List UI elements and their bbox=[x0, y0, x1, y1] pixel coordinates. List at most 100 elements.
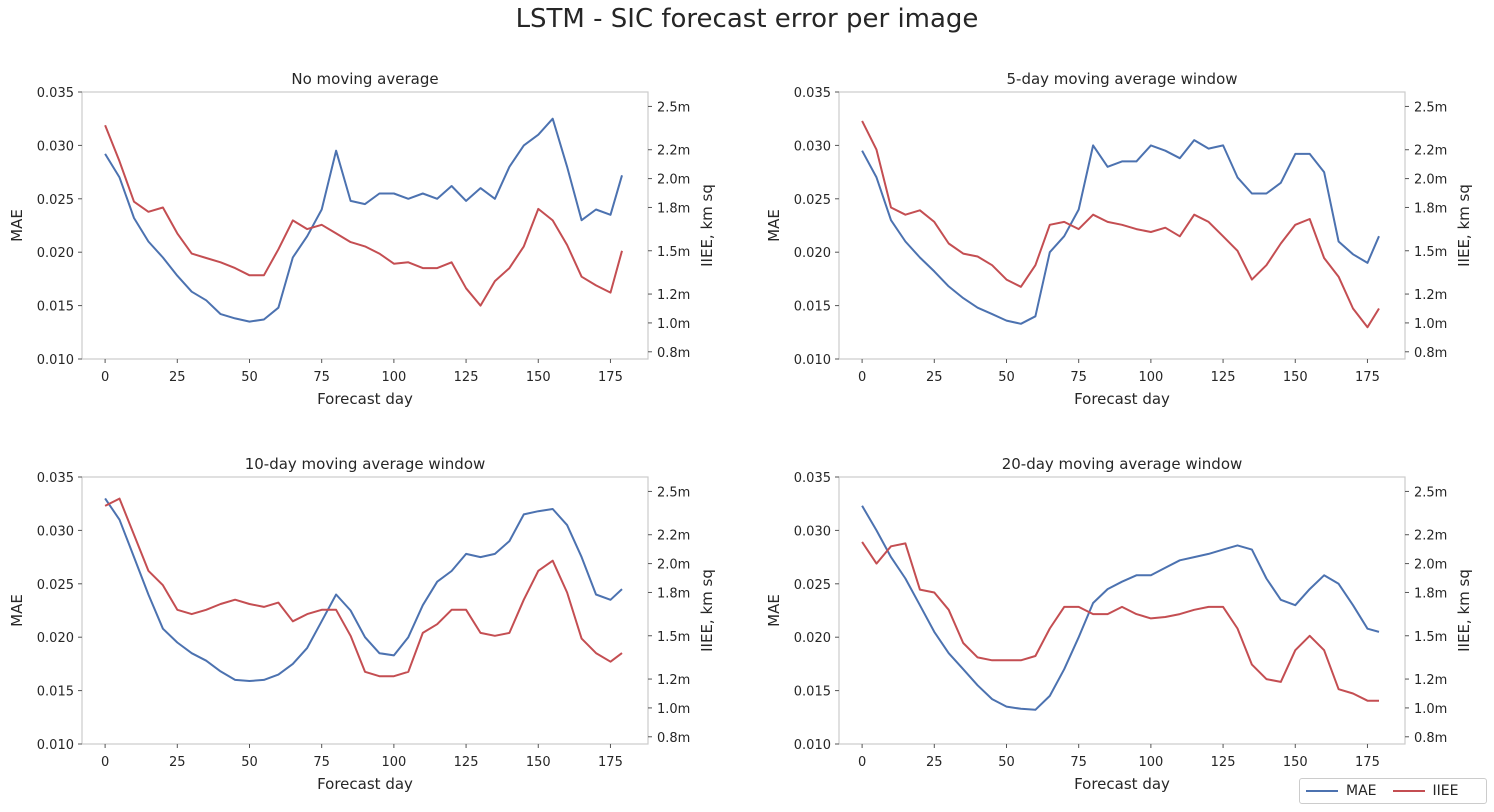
chart-panel-1: No moving average 0 25 50 75 100 125 150 175 Fore… bbox=[8, 70, 716, 408]
legend-line-mae bbox=[1306, 790, 1338, 792]
y2-tick-label: 2.0m bbox=[657, 558, 690, 573]
y2-tick-label: 0.8m bbox=[657, 731, 690, 746]
y2-tick-label: 2.5m bbox=[1414, 100, 1447, 115]
y-axis-label: MAE bbox=[765, 209, 783, 242]
chart-panel-3: 10-day moving average window 0 25 50 75 100 12… bbox=[8, 455, 716, 793]
y-tick-label: 0.030 bbox=[794, 524, 831, 539]
x-axis-label: Forecast day bbox=[1074, 775, 1170, 793]
y2-tick-label: 1.8m bbox=[657, 586, 690, 601]
series-line-iiee bbox=[104, 124, 623, 307]
x-axis-label: Forecast day bbox=[1074, 390, 1170, 408]
legend-label-mae: MAE bbox=[1346, 783, 1377, 799]
y2-tick-label: 1.8m bbox=[657, 201, 690, 216]
y2-tick-label: 1.5m bbox=[657, 245, 690, 260]
x-axis-label: Forecast day bbox=[317, 775, 413, 793]
x-tick-label: 50 bbox=[241, 370, 258, 385]
x-tick-label: 125 bbox=[1211, 755, 1236, 770]
y2-tick-label: 1.2m bbox=[1414, 673, 1447, 688]
x-tick-label: 175 bbox=[598, 755, 623, 770]
x-tick-label: 0 bbox=[101, 755, 109, 770]
plot-frame bbox=[838, 476, 1406, 745]
y2-tick-label: 1.8m bbox=[1414, 586, 1447, 601]
x-tick-label: 100 bbox=[1138, 370, 1163, 385]
series-line-mae bbox=[861, 505, 1380, 711]
chart-title: No moving average bbox=[291, 70, 438, 88]
y2-tick-label: 2.2m bbox=[657, 529, 690, 544]
y2-tick-label: 1.0m bbox=[657, 317, 690, 332]
y2-tick-label: 0.8m bbox=[1414, 731, 1447, 746]
legend: MAE IIEE bbox=[1299, 778, 1487, 804]
y2-tick-label: 1.8m bbox=[1414, 201, 1447, 216]
x-tick-label: 125 bbox=[454, 755, 479, 770]
y2-axis-label: IIEE, km sq bbox=[698, 184, 716, 267]
y2-tick-label: 2.0m bbox=[657, 173, 690, 188]
chart-title: 5-day moving average window bbox=[1006, 70, 1237, 88]
x-tick-label: 0 bbox=[858, 370, 866, 385]
x-tick-label: 100 bbox=[1138, 755, 1163, 770]
x-tick-label: 175 bbox=[1355, 755, 1380, 770]
y-tick-label: 0.035 bbox=[794, 471, 831, 486]
y2-tick-label: 2.5m bbox=[657, 100, 690, 115]
y2-tick-label: 2.0m bbox=[1414, 558, 1447, 573]
y-tick-label: 0.015 bbox=[794, 685, 831, 700]
y2-tick-label: 2.0m bbox=[1414, 173, 1447, 188]
y-tick-label: 0.030 bbox=[794, 139, 831, 154]
y-axis-label: MAE bbox=[8, 209, 26, 242]
x-tick-label: 25 bbox=[926, 370, 943, 385]
y-tick-label: 0.020 bbox=[794, 631, 831, 646]
x-tick-label: 150 bbox=[526, 370, 551, 385]
x-tick-label: 100 bbox=[381, 755, 406, 770]
x-tick-label: 100 bbox=[381, 370, 406, 385]
y-tick-label: 0.015 bbox=[794, 300, 831, 315]
x-axis-label: Forecast day bbox=[317, 390, 413, 408]
y-tick-label: 0.035 bbox=[37, 86, 74, 101]
y-tick-label: 0.025 bbox=[37, 193, 74, 208]
y-tick-label: 0.020 bbox=[37, 631, 74, 646]
y2-tick-label: 2.5m bbox=[1414, 485, 1447, 500]
y-tick-label: 0.025 bbox=[794, 193, 831, 208]
y-tick-label: 0.035 bbox=[794, 86, 831, 101]
series-line-mae bbox=[104, 497, 623, 682]
x-tick-label: 75 bbox=[1070, 370, 1087, 385]
y-tick-label: 0.010 bbox=[794, 738, 831, 753]
y2-tick-label: 2.5m bbox=[657, 485, 690, 500]
series-line-iiee bbox=[104, 497, 623, 678]
y2-tick-label: 1.2m bbox=[657, 673, 690, 688]
x-tick-label: 50 bbox=[998, 370, 1015, 385]
y2-tick-label: 1.0m bbox=[1414, 702, 1447, 717]
chart-title: 10-day moving average window bbox=[245, 455, 486, 473]
y-tick-label: 0.010 bbox=[794, 353, 831, 368]
y2-axis-label: IIEE, km sq bbox=[698, 569, 716, 652]
x-tick-label: 0 bbox=[101, 370, 109, 385]
legend-item-mae: MAE bbox=[1306, 783, 1377, 799]
chart-panel-4: 20-day moving average window 0 25 50 75 100 12… bbox=[765, 455, 1473, 793]
y2-tick-label: 1.5m bbox=[1414, 630, 1447, 645]
y-tick-label: 0.010 bbox=[37, 738, 74, 753]
y-tick-label: 0.025 bbox=[37, 578, 74, 593]
plot-frame bbox=[838, 91, 1406, 360]
y-tick-label: 0.025 bbox=[794, 578, 831, 593]
chart-title: 20-day moving average window bbox=[1002, 455, 1243, 473]
y-tick-label: 0.015 bbox=[37, 685, 74, 700]
y-tick-label: 0.010 bbox=[37, 353, 74, 368]
y-axis-label: MAE bbox=[8, 594, 26, 627]
x-tick-label: 125 bbox=[454, 370, 479, 385]
legend-line-iiee bbox=[1392, 790, 1425, 792]
series-line-iiee bbox=[861, 120, 1380, 329]
x-tick-label: 150 bbox=[1283, 755, 1308, 770]
x-tick-label: 150 bbox=[526, 755, 551, 770]
y2-tick-label: 0.8m bbox=[657, 346, 690, 361]
y2-tick-label: 2.2m bbox=[1414, 529, 1447, 544]
y-tick-label: 0.030 bbox=[37, 524, 74, 539]
x-tick-label: 25 bbox=[169, 370, 186, 385]
y-tick-label: 0.020 bbox=[794, 246, 831, 261]
y-tick-label: 0.020 bbox=[37, 246, 74, 261]
legend-item-iiee: IIEE bbox=[1392, 783, 1458, 799]
chart-panel-2: 5-day moving average window 0 25 50 75 100 125… bbox=[765, 70, 1473, 408]
x-tick-label: 150 bbox=[1283, 370, 1308, 385]
y-tick-label: 0.035 bbox=[37, 471, 74, 486]
x-tick-label: 125 bbox=[1211, 370, 1236, 385]
x-tick-label: 0 bbox=[858, 755, 866, 770]
x-tick-label: 175 bbox=[1355, 370, 1380, 385]
